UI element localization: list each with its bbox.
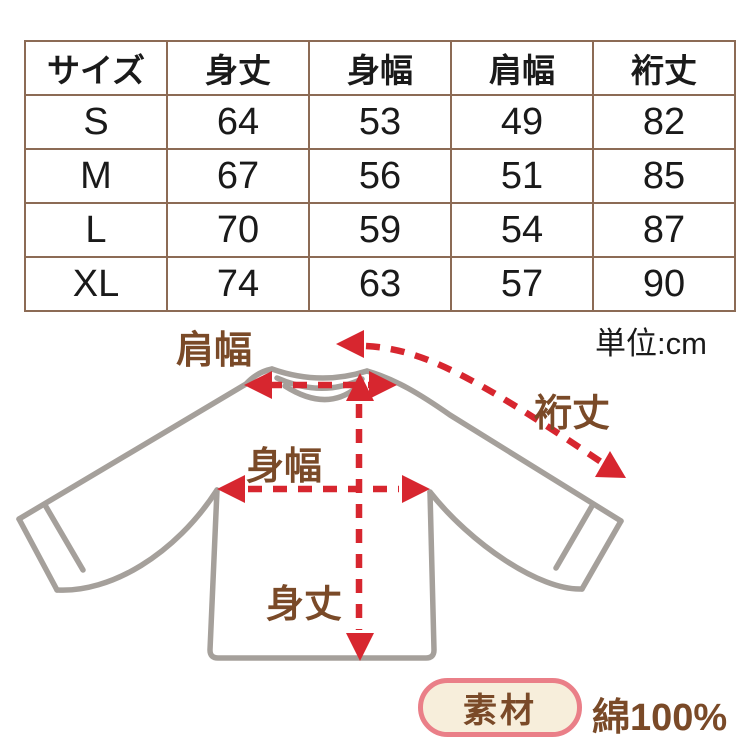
- size-table-cell: 57: [450, 256, 594, 312]
- shoulder-width-label: 肩幅: [176, 330, 253, 372]
- size-table-cell: 53: [308, 94, 452, 150]
- size-table-cell: 49: [450, 94, 594, 150]
- shirt-left-sleeve-bottom-edge: [54, 487, 220, 593]
- shoulder-width-arrowhead-left: [244, 371, 272, 399]
- size-table-cell: 74: [166, 256, 310, 312]
- shirt-body-outline: [207, 487, 437, 661]
- shirt-right-cuff-end: [579, 518, 624, 592]
- sleeve-length-arrow: [336, 330, 626, 478]
- size-table-cell: L: [24, 202, 168, 258]
- size-table-cell: 70: [166, 202, 310, 258]
- body-width-label: 身幅: [246, 446, 323, 488]
- size-table-row: S 64 53 49 82: [24, 94, 736, 150]
- size-table-header-row: サイズ 身丈 身幅 肩幅 裄丈: [24, 40, 736, 96]
- unit-note: 単位:cm: [595, 326, 707, 361]
- shirt-right-sleeve-top-edge: [364, 368, 624, 524]
- size-table: サイズ 身丈 身幅 肩幅 裄丈 S 64 53 49 82 M 67 56 51 85 L 70 59 54 87 X…: [24, 40, 736, 312]
- size-table-row: L 70 59 54 87: [24, 202, 736, 258]
- size-table-cell: M: [24, 148, 168, 204]
- size-table-cell: 67: [166, 148, 310, 204]
- sleeve-length-arrowhead-start: [336, 330, 364, 358]
- shoulder-width-arrow: [244, 371, 397, 399]
- material-badge: 素材: [418, 678, 582, 737]
- shirt-right-cuff-seam: [553, 503, 595, 571]
- shirt-left-sleeve-top-edge: [16, 366, 275, 522]
- body-length-arrowhead-bottom: [346, 633, 374, 661]
- size-table-row: XL 74 63 57 90: [24, 256, 736, 312]
- sleeve-length-arrowhead-end: [595, 451, 626, 478]
- shirt-left-cuff-end: [16, 516, 60, 593]
- size-table-cell: 63: [308, 256, 452, 312]
- size-table-header-cell: 身丈: [166, 40, 310, 96]
- size-table-cell: XL: [24, 256, 168, 312]
- shirt-left-cuff-seam: [42, 502, 86, 573]
- size-table-cell: S: [24, 94, 168, 150]
- size-table-cell: 85: [592, 148, 736, 204]
- body-length-arrowhead-top: [346, 373, 374, 401]
- shirt-front-neckline: [282, 383, 359, 403]
- size-table-cell: 87: [592, 202, 736, 258]
- shoulder-width-arrowhead-right: [369, 371, 397, 399]
- body-width-arrow: [217, 475, 430, 503]
- material-value: 綿100%: [592, 697, 728, 739]
- size-table-header-cell: 裄丈: [592, 40, 736, 96]
- body-width-arrowhead-left: [217, 475, 245, 503]
- size-table-cell: 59: [308, 202, 452, 258]
- size-table-header-cell: 肩幅: [450, 40, 594, 96]
- shirt-collar-outer-edge: [269, 366, 370, 381]
- size-table-cell: 82: [592, 94, 736, 150]
- body-width-arrowhead-right: [402, 475, 430, 503]
- size-table-cell: 51: [450, 148, 594, 204]
- body-length-label: 身丈: [266, 584, 343, 626]
- size-table-cell: 90: [592, 256, 736, 312]
- body-length-arrow: [346, 373, 374, 661]
- sleeve-length-label: 裄丈: [534, 393, 611, 435]
- shirt-right-sleeve-bottom-edge: [427, 489, 585, 592]
- sleeve-length-dashed-line: [365, 342, 606, 467]
- size-table-header-cell: 身幅: [308, 40, 452, 96]
- size-table-row: M 67 56 51 85: [24, 148, 736, 204]
- size-table-cell: 54: [450, 202, 594, 258]
- size-table-cell: 64: [166, 94, 310, 150]
- size-table-header-cell: サイズ: [24, 40, 168, 96]
- size-table-cell: 56: [308, 148, 452, 204]
- size-table-body: S 64 53 49 82 M 67 56 51 85 L 70 59 54 87 XL 74 63 57 90: [24, 94, 736, 312]
